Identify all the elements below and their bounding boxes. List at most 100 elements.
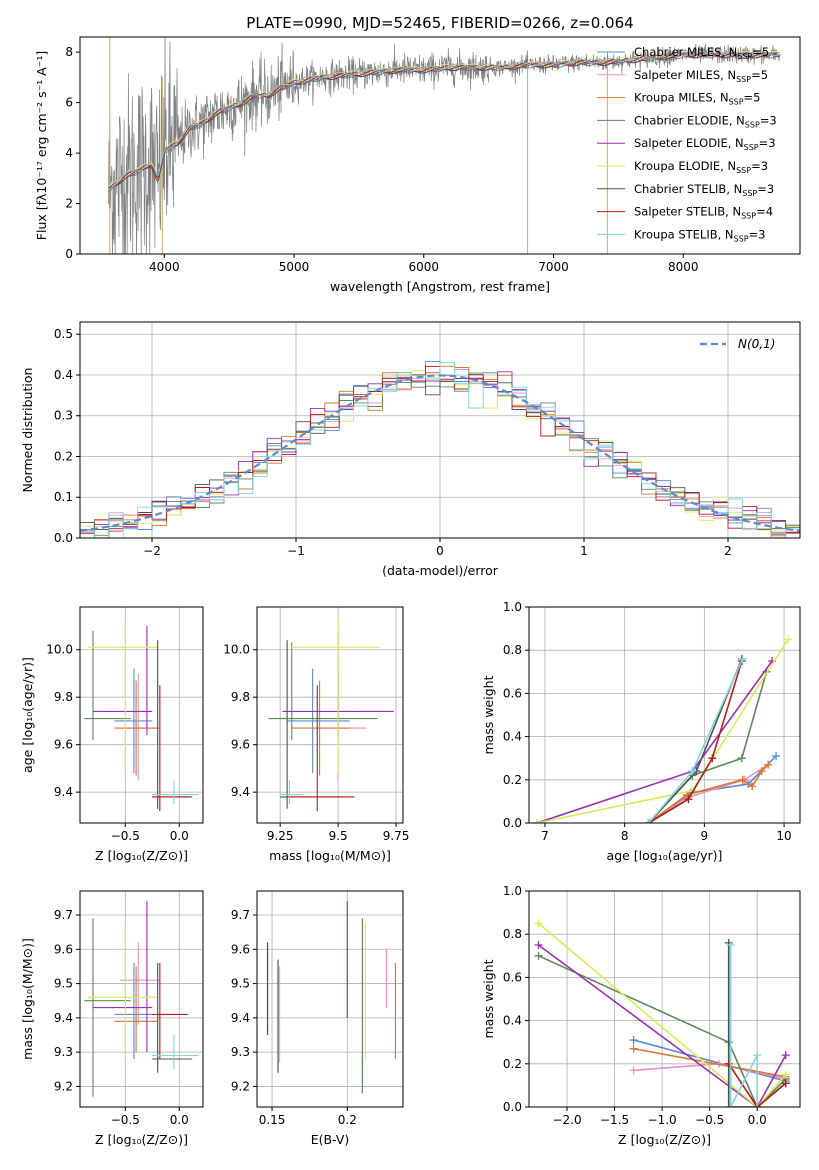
plot-age_vs_mass: 9.25 9.5 9.75 9.4 9.6 9.8 10.0 mass [log₁₀(M/M⊙… <box>223 606 410 863</box>
legend-entry-label: Salpeter MILES, NSSP=5 <box>634 68 768 84</box>
weight-line-chabrier_stelib <box>648 658 743 823</box>
x-tick-label: 10 <box>776 829 791 843</box>
y-tick-label: 2 <box>65 197 73 211</box>
weight-marker-kroupa_stelib <box>726 1103 735 1107</box>
weight-marker-kroupa_stelib <box>726 941 735 949</box>
weight-marker-kroupa_miles <box>764 760 773 769</box>
x-tick-label: 2 <box>724 544 732 558</box>
weight-marker-chabrier_elodie <box>737 754 746 763</box>
legend-entry-label: Salpeter ELODIE, NSSP=3 <box>634 136 776 152</box>
plot-weight_vs_age: 7 8 9 10 0.0 0.2 0.4 0.6 0.8 1.0 age [log₁₀(age/yr… <box>481 600 801 863</box>
legend-entry-label: Kroupa STELIB, NSSP=3 <box>634 227 765 243</box>
weight-line-kroupa_stelib <box>647 658 744 823</box>
weight-line-kroupa_elodie <box>537 922 787 1107</box>
x-tick-label: 9.5 <box>329 829 348 843</box>
axes-frame <box>256 890 404 1108</box>
y-tick-label: 8 <box>65 45 73 59</box>
y-tick-label: 0.0 <box>54 531 73 545</box>
y-tick-label: 9.2 <box>231 1079 250 1093</box>
y-tick-label: 0.2 <box>54 449 73 463</box>
x-tick-label: 9 <box>701 829 709 843</box>
weight-line-chabrier_elodie <box>538 955 787 1107</box>
x-axis-label: Z [log₁₀(Z/Z⊙)] <box>95 848 188 863</box>
weight-line-kroupa_miles <box>648 764 769 823</box>
x-tick-label: 0.15 <box>259 1113 286 1127</box>
x-tick-label: 1 <box>580 544 588 558</box>
legend-entry-label: Chabrier ELODIE, NSSP=3 <box>634 113 777 129</box>
y-tick-label: 9.4 <box>54 1011 73 1025</box>
x-tick-label: −0.5 <box>695 1113 724 1127</box>
plot-age_vs_Z: −0.5 0.0 9.4 9.6 9.8 10.0 Z [log₁₀(Z/Z⊙)] age [… <box>20 606 204 863</box>
plot-mass_vs_Z: −0.5 0.0 9.2 9.3 9.4 9.5 9.6 9.7 Z [log₁₀(Z/Z⊙)]… <box>20 890 204 1147</box>
histogram-kroupa_stelib <box>80 361 800 538</box>
y-tick-label: 10.0 <box>46 643 73 657</box>
y-tick-label: 0.2 <box>503 773 522 787</box>
weight-line-salpeter_elodie <box>538 944 787 1107</box>
x-tick-label: 0.0 <box>170 1113 189 1127</box>
weight-marker-kroupa_miles <box>738 775 747 784</box>
legend-entry-label: Chabrier STELIB, NSSP=3 <box>634 182 774 198</box>
y-axis-label: mass weight <box>481 675 496 754</box>
y-tick-label: 1.0 <box>503 884 522 898</box>
axes-frame <box>528 606 801 824</box>
y-tick-label: 9.5 <box>231 977 250 991</box>
weight-line-salpeter_stelib <box>648 660 743 823</box>
spectrum-model-kroupa_stelib <box>108 50 780 190</box>
y-tick-label: 0.3 <box>54 409 73 423</box>
y-tick-label: 9.6 <box>54 942 73 956</box>
legend-entry-label: Salpeter STELIB, NSSP=4 <box>634 205 773 221</box>
x-tick-label: 0.0 <box>748 1113 767 1127</box>
x-tick-label: 0.0 <box>170 829 189 843</box>
y-tick-label: 9.8 <box>231 690 250 704</box>
x-tick-label: −1 <box>287 544 305 558</box>
weight-marker-kroupa_miles <box>748 782 757 791</box>
weight-marker-salpeter_elodie <box>781 1051 790 1060</box>
y-tick-label: 9.6 <box>231 738 250 752</box>
plot-area-weight_vs_Z <box>534 919 790 1107</box>
axes-frame <box>79 890 204 1108</box>
axes-frame <box>528 890 801 1108</box>
x-tick-label: 8000 <box>668 260 699 274</box>
axes-frame <box>256 606 404 824</box>
x-tick-label: 0 <box>436 544 444 558</box>
weight-marker-chabrier_miles <box>772 752 781 761</box>
weight-marker-salpeter_elodie <box>534 941 543 949</box>
y-tick-label: 4 <box>65 146 73 160</box>
figure-title: PLATE=0990, MJD=52465, FIBERID=0266, z=0… <box>246 14 633 32</box>
x-tick-label: −0.5 <box>111 1113 140 1127</box>
weight-marker-kroupa_stelib <box>738 654 747 663</box>
y-tick-label: 0.8 <box>503 927 522 941</box>
plot-residuals: −2 −1 0 1 2 0.0 0.1 0.2 0.3 0.4 0.5 (data-model)/er… <box>20 321 801 578</box>
x-tick-label: 9.25 <box>267 829 294 843</box>
y-axis-label: mass [log₁₀(M/M⊙)] <box>20 938 35 1060</box>
y-tick-label: 9.7 <box>54 908 73 922</box>
legend-normal-label: N(0,1) <box>738 337 775 351</box>
y-tick-label: 0 <box>65 247 73 261</box>
plot-area-spectrum <box>108 37 781 254</box>
y-axis-label: mass weight <box>481 959 496 1038</box>
weight-marker-kroupa_elodie <box>532 819 541 823</box>
y-tick-label: 9.2 <box>54 1079 73 1093</box>
x-axis-label: Z [log₁₀(Z/Z⊙)] <box>618 1132 711 1147</box>
x-tick-label: −2 <box>143 544 161 558</box>
legend-entry-label: Kroupa MILES, NSSP=5 <box>634 91 760 107</box>
x-tick-label: −0.5 <box>111 829 140 843</box>
weight-marker-kroupa_miles <box>757 767 766 776</box>
weight-marker-kroupa_elodie <box>534 919 543 928</box>
plot-area-age_vs_Z <box>84 618 199 812</box>
y-tick-label: 0.2 <box>503 1057 522 1071</box>
weight-line-salpeter_stelib <box>728 1063 787 1107</box>
y-tick-label: 1.0 <box>503 600 522 614</box>
x-axis-label: E(B-V) <box>311 1132 350 1147</box>
x-axis-label: age [log₁₀(age/yr)] <box>607 848 723 863</box>
spectrum-data-line <box>108 37 781 254</box>
y-tick-label: 0.1 <box>54 490 73 504</box>
x-tick-label: 9.75 <box>383 829 410 843</box>
weight-marker-chabrier_stelib <box>724 1103 733 1107</box>
x-tick-label: 5000 <box>279 260 310 274</box>
weight-marker-salpeter_stelib <box>781 1079 790 1088</box>
weight-marker-kroupa_stelib <box>753 1051 762 1060</box>
spectrum-model-kroupa_elodie <box>108 50 780 186</box>
x-tick-label: 8 <box>621 829 629 843</box>
weight-marker-kroupa_elodie <box>781 1070 790 1079</box>
